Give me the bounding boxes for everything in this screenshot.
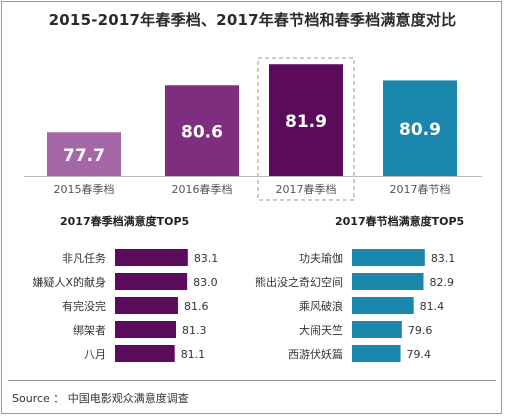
hbar-category-label: 非凡任务 <box>62 252 106 265</box>
hbar-value-label: 79.4 <box>407 348 432 361</box>
hbar-category-label: 大闹天竺 <box>299 323 343 337</box>
panel-title: 2017春节档满意度TOP5 <box>335 214 464 228</box>
bar <box>165 85 239 176</box>
hbar-value-label: 79.6 <box>408 324 433 337</box>
hbar-category-label: 功夫瑜伽 <box>299 251 343 265</box>
category-label: 2016春季档 <box>172 182 233 196</box>
hbar-category-label: 八月 <box>84 348 106 361</box>
hbar <box>352 345 401 362</box>
bar <box>383 80 457 176</box>
category-label: 2017春季档 <box>276 182 337 196</box>
hbar-category-label: 熊出没之奇幻空间 <box>255 275 343 289</box>
hbar-value-label: 83.0 <box>193 276 218 289</box>
hbar-category-label: 绑架者 <box>73 324 106 337</box>
hbar-value-label: 81.6 <box>184 300 209 313</box>
bar-value-label: 77.7 <box>63 146 105 166</box>
hbar <box>352 297 414 314</box>
bar-value-label: 80.9 <box>399 120 441 140</box>
panel-title: 2017春季档满意度TOP5 <box>60 214 189 228</box>
hbar-value-label: 81.4 <box>420 300 445 313</box>
hbar <box>352 273 424 290</box>
hbar-value-label: 83.1 <box>431 252 456 265</box>
hbar-value-label: 82.9 <box>430 276 455 289</box>
category-label: 2017春节档 <box>390 182 451 196</box>
hbar-value-label: 83.1 <box>194 252 219 265</box>
hbar-category-label: 嫌疑人X的献身 <box>32 275 106 289</box>
chart-title: 2015-2017年春季档、2017年春节档和春季档满意度对比 <box>48 11 457 29</box>
category-label: 2015春季档 <box>54 182 115 196</box>
bar <box>47 132 121 176</box>
hbar <box>115 321 177 338</box>
hbar-category-label: 西游伏妖篇 <box>288 347 343 361</box>
hbar-category-label: 乘风破浪 <box>299 299 343 313</box>
hbar <box>115 273 188 290</box>
hbar <box>352 249 425 266</box>
hbar-value-label: 81.3 <box>182 324 207 337</box>
source-note: Source ： 中国电影观众满意度调查 <box>12 392 189 405</box>
source-divider <box>8 380 496 381</box>
bar-value-label: 81.9 <box>285 112 327 132</box>
bar <box>269 64 343 176</box>
bar-value-label: 80.6 <box>181 123 223 143</box>
hbar <box>115 345 175 362</box>
hbar-value-label: 81.1 <box>181 348 206 361</box>
hbar <box>352 321 402 338</box>
hbar-category-label: 有完没完 <box>62 299 106 313</box>
hbar <box>115 297 178 314</box>
hbar <box>115 249 188 266</box>
